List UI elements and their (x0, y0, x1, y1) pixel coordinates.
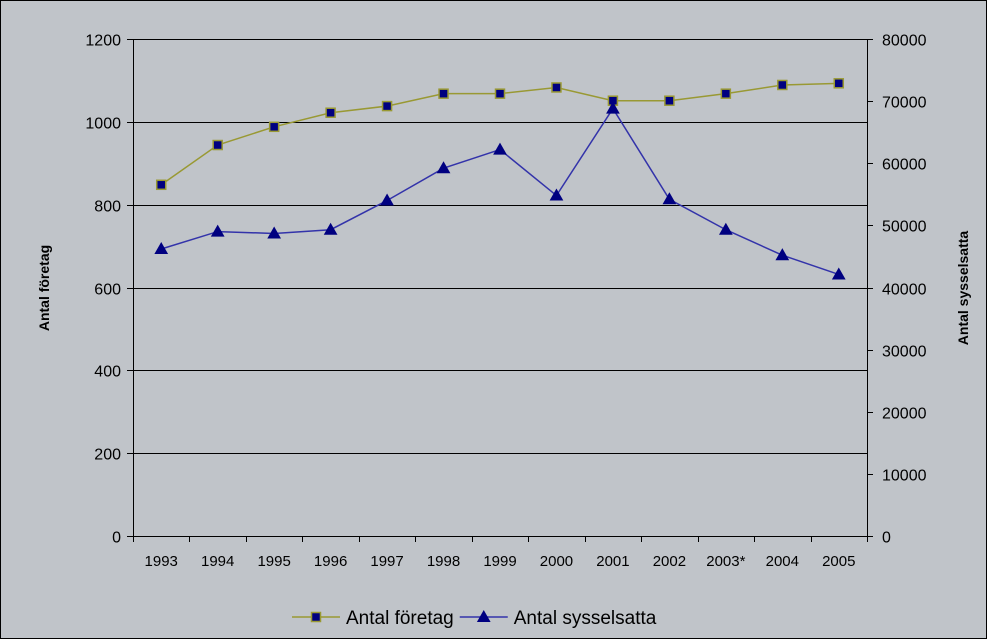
y-right-axis-title: Antal sysselsatta (955, 231, 971, 346)
data-point (493, 142, 507, 155)
y-left-tick-label: 200 (94, 447, 121, 464)
data-point (325, 107, 336, 118)
data-point (720, 88, 732, 99)
data-point (833, 78, 845, 89)
data-point (831, 267, 846, 280)
y-left-tick-label: 400 (94, 364, 121, 381)
legend-label: Antal sysselsatta (514, 608, 657, 629)
legend-marker (476, 609, 491, 622)
data-point (662, 192, 677, 205)
y-left-tick-label: 1000 (85, 116, 121, 133)
y-right-tick-label: 80000 (882, 33, 927, 50)
y-left-tick-label: 800 (94, 199, 121, 216)
axes: 0 200 400 600 800 1000 1200 0 10000 20000 30000 400… (85, 33, 926, 571)
data-point (210, 224, 225, 237)
data-point (664, 95, 675, 106)
x-tick-label: 1996 (314, 553, 347, 570)
legend-label: Antal företag (346, 608, 454, 629)
x-tick-label: 1997 (370, 553, 403, 570)
y-left-axis-title: Antal företag (36, 245, 52, 331)
x-tick-label: 2002 (653, 553, 686, 570)
data-point (381, 100, 393, 112)
y-right-tick-label: 40000 (882, 282, 927, 299)
y-right-tick-label: 60000 (882, 157, 927, 174)
data-point (268, 121, 280, 133)
legend-item: Antal sysselsatta (459, 608, 657, 629)
series-1 (155, 78, 845, 191)
y-right-tick-label: 10000 (882, 468, 927, 485)
y-left-tick-label: 0 (112, 530, 121, 547)
x-tick-label: 2001 (596, 553, 629, 570)
y-right-tick-label: 0 (882, 530, 891, 547)
legend-marker (310, 611, 322, 623)
y-left-tick-label: 1200 (85, 33, 121, 50)
data-point (606, 101, 620, 114)
x-tick-label: 1998 (427, 553, 460, 570)
x-tick-label: 1994 (201, 553, 234, 570)
x-tick-label: 2004 (766, 553, 799, 570)
data-point (549, 188, 564, 201)
data-point (212, 139, 223, 151)
data-point (494, 88, 506, 99)
data-point (323, 222, 338, 235)
data-point (718, 222, 733, 235)
data-point (436, 161, 451, 174)
x-tick-label: 1993 (145, 553, 178, 570)
data-point (551, 82, 562, 93)
legend-item: Antal företag (292, 608, 454, 629)
data-point (775, 248, 790, 261)
gridlines (133, 39, 867, 454)
x-tick-label: 1999 (483, 553, 516, 570)
data-point (380, 193, 394, 206)
x-tick-label: 1995 (257, 553, 290, 570)
data-point (438, 88, 449, 99)
data-point (267, 226, 282, 239)
x-tick-label: 2000 (540, 553, 573, 570)
y-right-tick-label: 30000 (882, 344, 927, 361)
y-left-tick-label: 600 (94, 282, 121, 299)
series-2 (154, 101, 846, 280)
data-point (777, 79, 788, 91)
series (154, 78, 846, 280)
x-tick-label: 2003* (706, 553, 745, 570)
legend: Antal företag Antal sysselsatta (292, 608, 657, 629)
y-right-tick-label: 20000 (882, 406, 927, 423)
data-point (154, 241, 169, 254)
y-right-tick-label: 70000 (882, 95, 927, 112)
data-point (155, 179, 167, 191)
x-tick-label: 2005 (822, 553, 855, 570)
y-right-tick-label: 50000 (882, 219, 927, 236)
